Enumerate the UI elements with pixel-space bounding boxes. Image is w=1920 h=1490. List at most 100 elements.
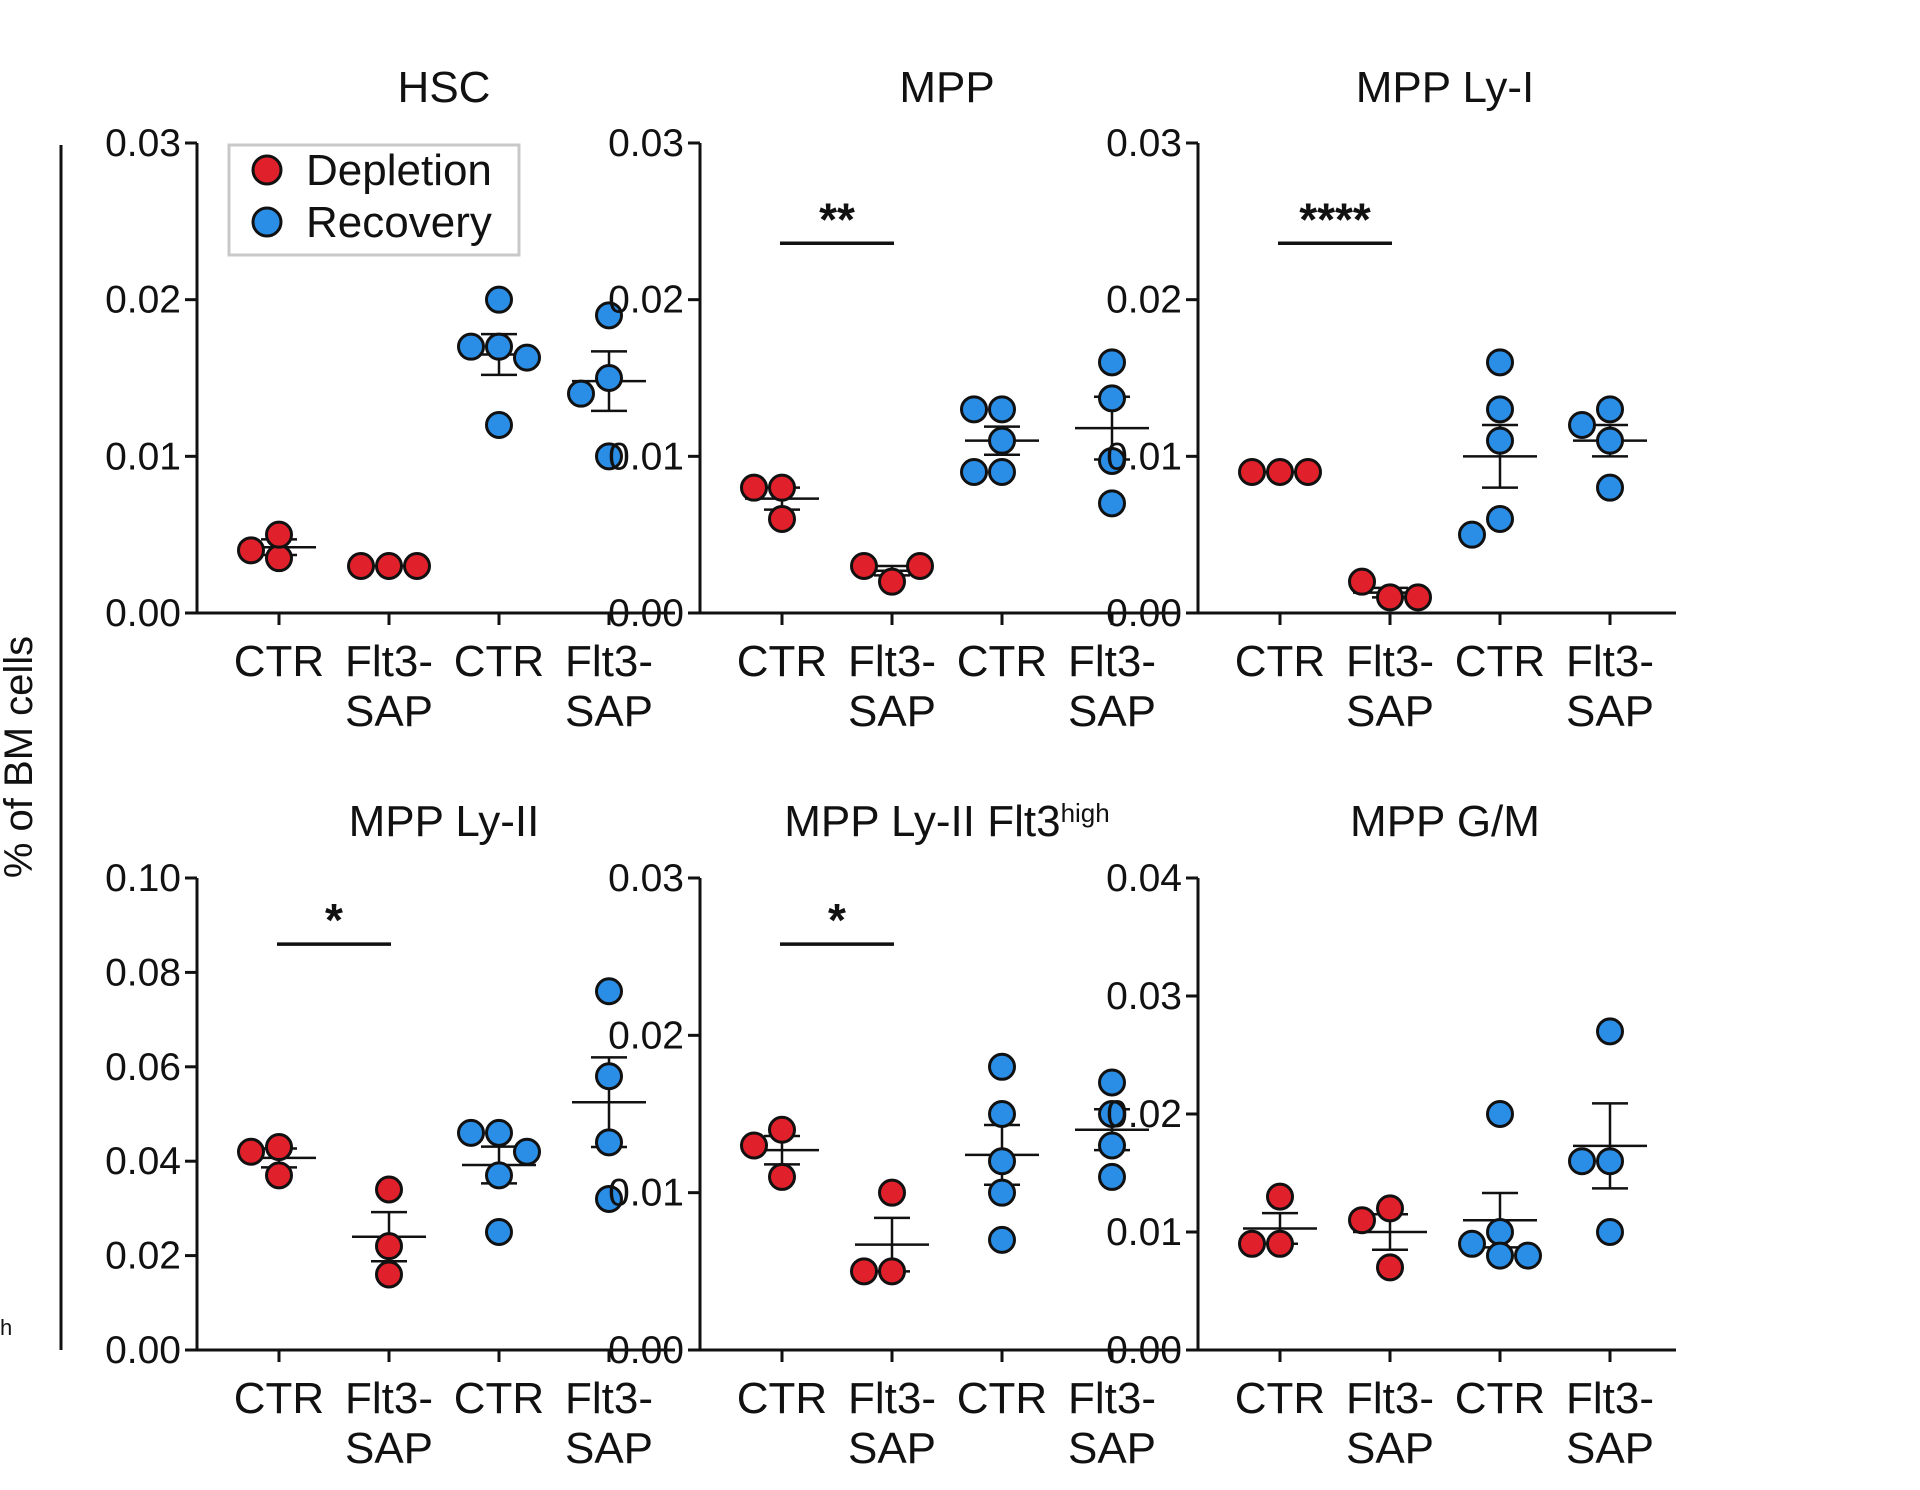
x-tick-label-line: SAP bbox=[345, 1424, 433, 1473]
data-point-recovery bbox=[595, 301, 623, 330]
data-point-recovery bbox=[988, 1147, 1016, 1176]
x-tick-label: Flt3-SAP bbox=[1346, 1374, 1434, 1473]
data-point-recovery bbox=[1098, 489, 1126, 518]
data-point-depletion bbox=[265, 544, 293, 573]
data-point-recovery bbox=[1486, 395, 1514, 424]
data-point-recovery bbox=[485, 1118, 513, 1147]
data-point-recovery bbox=[1596, 426, 1624, 455]
x-tick-label-line: SAP bbox=[565, 687, 653, 736]
data-point-depletion bbox=[878, 1178, 906, 1207]
data-point-recovery bbox=[513, 1137, 541, 1166]
data-point-depletion bbox=[850, 552, 878, 580]
data-point-recovery bbox=[1486, 1100, 1514, 1128]
data-point-depletion bbox=[265, 520, 293, 549]
chart-title: MPP Ly-II Flt3high bbox=[784, 797, 1109, 846]
y-tick-label: 0.01 bbox=[1106, 1211, 1182, 1254]
x-tick-label-line: SAP bbox=[345, 687, 433, 736]
x-tick-label: Flt3-SAP bbox=[1068, 1374, 1156, 1473]
legend-marker-recovery bbox=[251, 206, 283, 238]
x-tick-label-line: SAP bbox=[565, 1424, 653, 1473]
y-tick-label: 0.02 bbox=[608, 279, 684, 322]
x-tick-label: CTR bbox=[234, 637, 324, 686]
data-point-depletion bbox=[375, 552, 403, 580]
x-tick-label-line: Flt3- bbox=[848, 637, 936, 686]
x-tick-label-line: Flt3- bbox=[565, 1374, 653, 1423]
x-tick-label: Flt3-SAP bbox=[1068, 637, 1156, 736]
data-point-recovery bbox=[485, 1161, 513, 1190]
x-tick-label: Flt3-SAP bbox=[848, 1374, 936, 1473]
data-point-depletion bbox=[878, 1257, 906, 1286]
data-point-recovery bbox=[513, 343, 541, 372]
y-tick-label: 0.02 bbox=[105, 279, 181, 322]
data-point-depletion bbox=[1376, 583, 1404, 612]
x-tick-label: Flt3-SAP bbox=[1346, 637, 1434, 736]
x-tick-label: CTR bbox=[737, 637, 827, 686]
y-tick-label: 0.08 bbox=[105, 951, 181, 994]
y-tick-label: 0.06 bbox=[105, 1046, 181, 1089]
y-tick-label: 0.03 bbox=[1106, 975, 1182, 1018]
y-tick-label: 0.03 bbox=[105, 122, 181, 165]
x-tick-label-line: Flt3- bbox=[1068, 1374, 1156, 1423]
data-point-recovery bbox=[567, 379, 595, 408]
x-tick-label: CTR bbox=[1455, 637, 1545, 686]
data-point-depletion bbox=[1404, 583, 1432, 612]
data-point-recovery bbox=[1568, 411, 1596, 439]
data-point-depletion bbox=[1348, 567, 1376, 596]
data-point-depletion bbox=[347, 552, 375, 580]
data-point-recovery bbox=[1486, 1218, 1514, 1246]
data-point-depletion bbox=[1266, 1182, 1294, 1211]
x-tick-label: Flt3-SAP bbox=[345, 637, 433, 736]
data-point-recovery bbox=[988, 1052, 1016, 1081]
data-point-depletion bbox=[850, 1257, 878, 1286]
x-tick-label-line: Flt3- bbox=[848, 1374, 936, 1423]
data-point-recovery bbox=[485, 332, 513, 361]
x-tick-label-line: Flt3- bbox=[1566, 637, 1654, 686]
data-point-recovery bbox=[988, 1178, 1016, 1207]
x-tick-label-line: SAP bbox=[1566, 1424, 1654, 1473]
data-point-recovery bbox=[1098, 1100, 1126, 1128]
data-point-recovery bbox=[1596, 1017, 1624, 1046]
data-point-recovery bbox=[988, 426, 1016, 455]
data-point-depletion bbox=[1266, 458, 1294, 486]
x-tick-label: CTR bbox=[454, 1374, 544, 1423]
data-point-depletion bbox=[740, 1131, 768, 1160]
y-tick-label: 0.03 bbox=[608, 857, 684, 900]
data-point-recovery bbox=[1098, 348, 1126, 377]
data-point-depletion bbox=[768, 1162, 796, 1191]
data-point-depletion bbox=[265, 1133, 293, 1162]
significance-label: * bbox=[325, 894, 343, 946]
data-point-depletion bbox=[906, 552, 934, 580]
y-tick-label: 0.00 bbox=[1106, 592, 1182, 635]
x-tick-label-line: Flt3- bbox=[1566, 1374, 1654, 1423]
x-tick-label: CTR bbox=[1235, 1374, 1325, 1423]
data-point-recovery bbox=[457, 1118, 485, 1147]
x-tick-label-line: SAP bbox=[848, 687, 936, 736]
chart-title-text: MPP Ly-II bbox=[349, 797, 540, 846]
data-point-depletion bbox=[768, 473, 796, 502]
chart-title: MPP G/M bbox=[1350, 797, 1540, 846]
data-point-recovery bbox=[485, 411, 513, 439]
x-tick-label-line: SAP bbox=[1346, 687, 1434, 736]
y-tick-label: 0.03 bbox=[1106, 122, 1182, 165]
data-point-recovery bbox=[595, 1184, 623, 1213]
data-point-depletion bbox=[265, 1161, 293, 1190]
y-tick-label: 0.02 bbox=[1106, 279, 1182, 322]
data-point-recovery bbox=[485, 1218, 513, 1246]
data-point-recovery bbox=[988, 1225, 1016, 1254]
data-point-recovery bbox=[1098, 1162, 1126, 1191]
data-point-depletion bbox=[403, 552, 431, 580]
data-point-depletion bbox=[237, 536, 265, 565]
chart-title-text: MPP Ly-II Flt3 bbox=[784, 797, 1060, 846]
data-point-depletion bbox=[768, 1115, 796, 1144]
data-point-recovery bbox=[1596, 473, 1624, 502]
y-tick-label: 0.04 bbox=[1106, 857, 1182, 900]
data-point-recovery bbox=[988, 458, 1016, 486]
data-point-recovery bbox=[960, 458, 988, 486]
data-point-recovery bbox=[595, 442, 623, 471]
data-point-depletion bbox=[1376, 1194, 1404, 1223]
x-tick-label-line: SAP bbox=[1346, 1424, 1434, 1473]
data-point-recovery bbox=[1458, 1229, 1486, 1258]
